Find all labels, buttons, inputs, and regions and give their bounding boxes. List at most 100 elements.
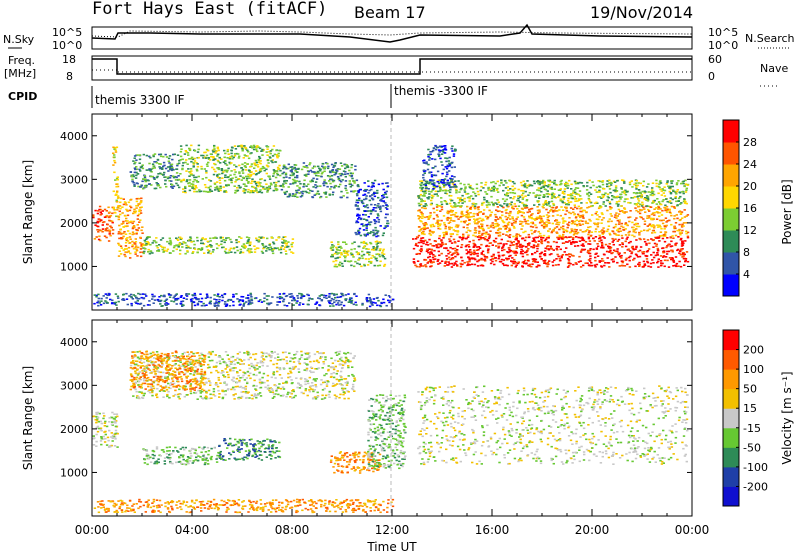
power-data-cell: [448, 228, 451, 231]
power-data-cell: [112, 164, 115, 166]
power-data-cell: [365, 210, 368, 212]
power-data-cell: [178, 162, 181, 165]
power-data-cell: [381, 234, 385, 237]
power-data-cell: [571, 220, 574, 222]
power-data-cell: [606, 180, 609, 182]
power-data-cell: [366, 233, 369, 235]
power-data-cell: [126, 230, 130, 232]
power-data-cell: [582, 239, 586, 242]
power-data-cell: [228, 162, 232, 165]
power-data-cell: [168, 162, 171, 164]
power-data-cell: [240, 237, 243, 239]
power-data-cell: [532, 218, 536, 220]
power-data-cell: [508, 255, 511, 258]
power-data-cell: [242, 176, 246, 179]
power-data-cell: [191, 183, 195, 186]
power-data-cell: [291, 182, 295, 185]
power-data-cell: [685, 215, 688, 217]
power-data-cell: [345, 189, 348, 192]
power-data-cell: [217, 302, 220, 304]
power-data-cell: [521, 237, 524, 240]
power-data-cell: [125, 298, 129, 300]
power-data-cell: [414, 264, 417, 267]
power-data-cell: [601, 233, 604, 235]
power-data-cell: [330, 186, 333, 188]
power-data-cell: [684, 200, 687, 203]
power-data-cell: [209, 237, 212, 240]
power-data-cell: [499, 242, 502, 245]
power-data-cell: [670, 249, 673, 252]
power-data-cell: [156, 250, 159, 252]
power-data-cell: [647, 205, 650, 207]
power-data-cell: [252, 144, 256, 147]
power-data-cell: [457, 202, 461, 204]
power-data-cell: [125, 292, 128, 295]
power-data-cell: [677, 229, 681, 232]
power-data-cell: [224, 248, 228, 250]
power-data-cell: [487, 227, 490, 229]
power-data-cell: [258, 147, 262, 150]
power-data-cell: [131, 233, 134, 236]
power-data-cell: [241, 147, 244, 150]
power-data-cell: [362, 240, 366, 243]
power-data-cell: [422, 183, 425, 186]
power-data-cell: [138, 168, 141, 171]
power-data-cell: [452, 213, 455, 216]
power-data-cell: [164, 183, 167, 185]
power-data-cell: [366, 264, 370, 266]
power-data-cell: [540, 242, 544, 245]
power-data-cell: [563, 251, 566, 253]
power-data-cell: [315, 172, 318, 174]
power-data-cell: [120, 233, 123, 235]
power-data-cell: [337, 177, 341, 180]
power-data-cell: [685, 187, 688, 190]
power-data-cell: [618, 227, 622, 230]
power-data-cell: [192, 251, 195, 253]
power-data-cell: [421, 237, 425, 239]
power-data-cell: [284, 172, 288, 175]
power-data-cell: [542, 179, 545, 182]
power-data-cell: [616, 248, 619, 250]
power-data-cell: [386, 185, 390, 187]
power-data-cell: [658, 215, 661, 218]
power-data-cell: [215, 150, 218, 153]
power-data-cell: [338, 179, 341, 182]
power-data-cell: [271, 155, 275, 157]
power-data-cell: [348, 260, 351, 263]
power-data-cell: [545, 193, 548, 195]
power-data-cell: [291, 168, 294, 170]
power-data-cell: [525, 262, 528, 264]
power-data-cell: [584, 220, 587, 223]
power-data-cell: [226, 157, 229, 159]
power-data-cell: [656, 211, 659, 213]
power-data-cell: [138, 197, 141, 200]
power-data-cell: [367, 232, 370, 234]
power-data-cell: [367, 192, 370, 194]
power-data-cell: [176, 164, 179, 167]
power-data-cell: [631, 186, 634, 188]
power-data-cell: [294, 176, 297, 179]
power-data-cell: [430, 194, 434, 197]
power-data-cell: [468, 251, 471, 254]
power-data-cell: [464, 186, 467, 188]
power-data-cell: [444, 243, 447, 245]
power-data-cell: [540, 217, 543, 220]
power-data-cell: [675, 262, 679, 265]
power-data-cell: [476, 218, 479, 220]
power-data-cell: [591, 181, 594, 183]
power-data-cell: [445, 232, 448, 234]
power-data-cell: [344, 167, 347, 170]
power-data-cell: [307, 183, 310, 186]
power-data-cell: [382, 248, 385, 251]
power-data-cell: [440, 244, 443, 247]
power-data-cell: [180, 300, 183, 303]
power-data-cell: [672, 230, 675, 233]
power-data-cell: [650, 189, 654, 191]
power-data-cell: [649, 266, 653, 268]
power-data-cell: [583, 230, 586, 233]
power-data-cell: [518, 246, 522, 248]
power-data-cell: [167, 160, 170, 163]
power-data-cell: [372, 249, 376, 251]
power-data-cell: [634, 182, 638, 184]
power-data-cell: [363, 193, 367, 196]
